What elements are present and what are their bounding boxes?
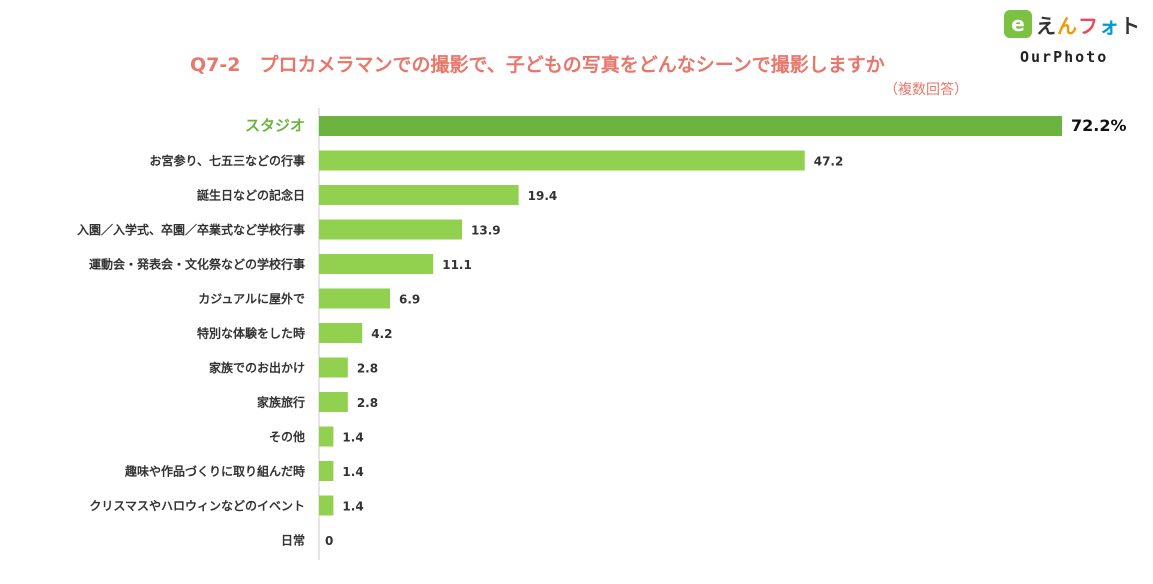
logo-subtext: OurPhoto [1020,48,1109,66]
category-label: 特別な体験をした時 [197,326,305,341]
data-label: 2.8 [357,362,378,376]
logo-name: えんフォト [1036,13,1141,38]
data-label: 4.2 [371,327,392,341]
brand-logo: e えんフォト OurPhoto [1004,8,1144,70]
category-label: カジュアルに屋外で [198,291,305,306]
category-label: 運動会・発表会・文化祭などの学校行事 [89,257,305,272]
data-label: 47.2 [814,155,844,169]
category-label: 家族でのお出かけ [209,360,305,375]
bar [319,288,391,309]
category-label: 家族旅行 [257,395,305,410]
category-label: 趣味や作品づくりに取り組んだ時 [124,464,305,479]
data-label: 13.9 [471,224,501,238]
bar [319,392,348,412]
data-label: 0 [325,534,333,548]
data-label: 1.4 [342,500,363,514]
data-label: 72.2% [1071,116,1127,135]
category-label: クリスマスやハロウィンなどのイベント [89,499,305,513]
category-label: 入園／入学式、卒園／卒業式など学校行事 [77,222,305,237]
bar [319,185,519,205]
data-label: 1.4 [342,465,363,479]
logo-e-icon: e [1004,10,1032,38]
category-label: お宮参り、七五三などの行事 [149,153,305,168]
category-label: その他 [269,429,305,444]
chart-subtitle: （複数回答） [884,82,968,98]
chart-title: Q7-2 プロカメラマンでの撮影で、子どもの写真をどんなシーンで撮影しますか [190,54,885,76]
category-label: 誕生日などの記念日 [197,188,305,203]
data-label: 1.4 [342,431,363,445]
category-label: スタジオ [245,117,305,135]
bar [319,219,463,240]
category-label: 日常 [281,533,305,548]
bar [319,150,805,171]
bar [319,461,334,481]
bar [319,254,434,274]
data-label: 6.9 [399,293,420,307]
data-label: 2.8 [357,396,378,410]
bar [319,426,334,447]
bar [319,495,334,516]
data-label: 19.4 [528,189,558,203]
bar [319,357,348,378]
bar [319,116,1062,136]
data-label: 11.1 [442,258,472,272]
bar [319,323,363,343]
